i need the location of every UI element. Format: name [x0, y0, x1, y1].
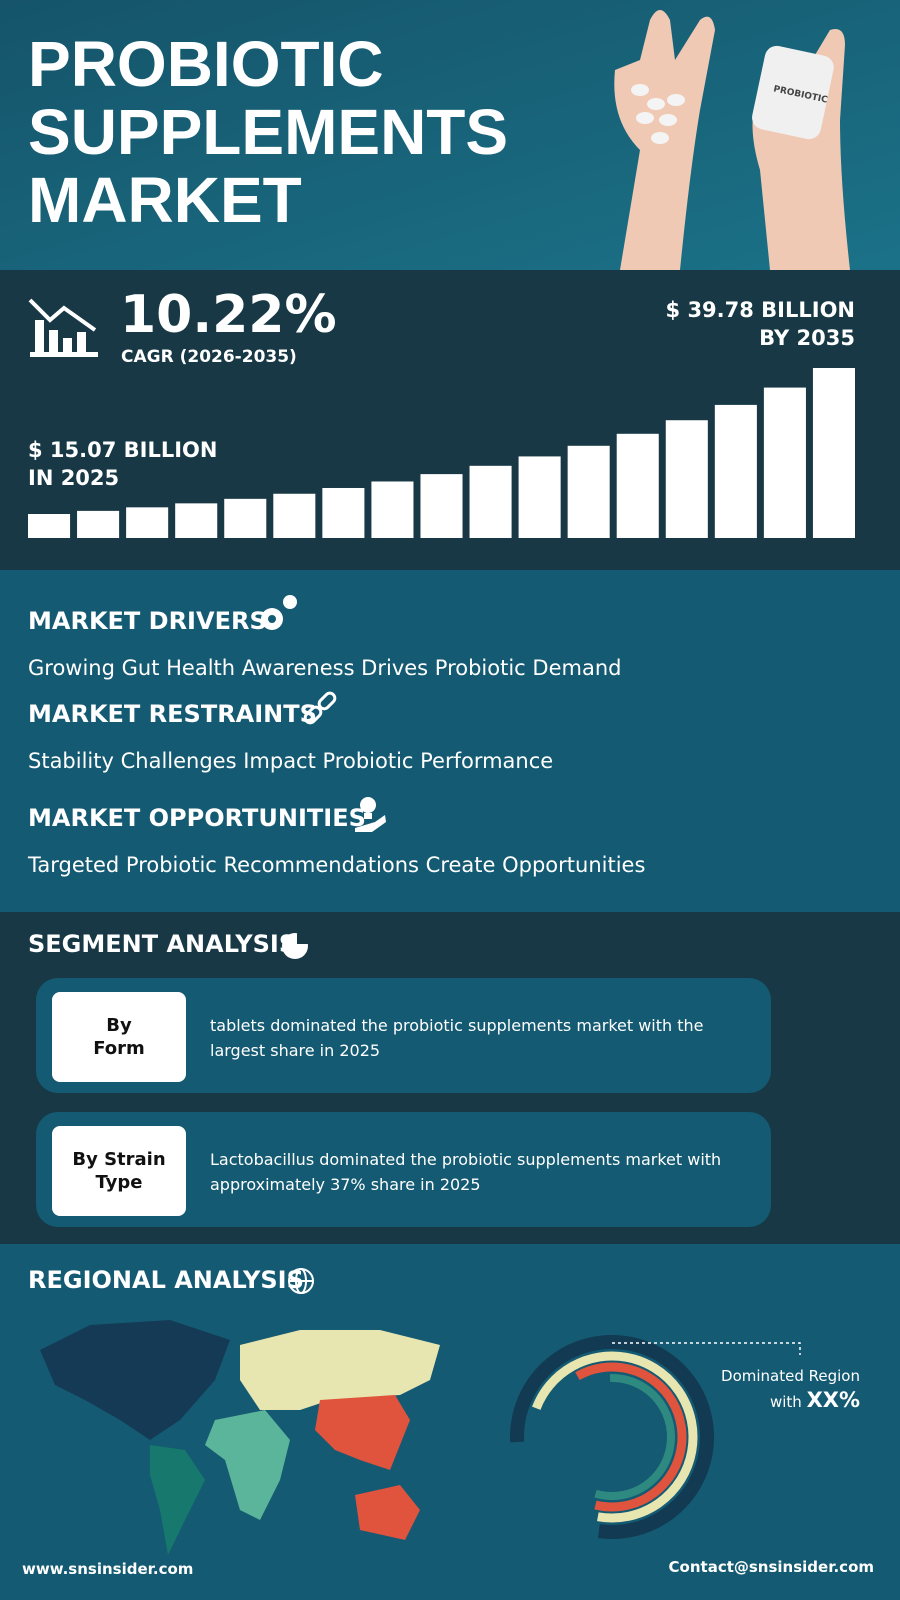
- callout-line: with XX%: [770, 1388, 860, 1412]
- segment-label-box: [52, 1126, 186, 1216]
- growth-bar: [322, 487, 365, 538]
- growth-bar: [175, 503, 218, 538]
- ring: [537, 1362, 687, 1512]
- section-text: Targeted Probiotic Recommendations Creat…: [28, 853, 646, 877]
- contact: Contact@snsinsider.com: [668, 1558, 874, 1576]
- globe-icon: [288, 1268, 314, 1294]
- segment-card: [36, 1112, 771, 1227]
- title-line: MARKET: [28, 164, 302, 236]
- growth-bar: [77, 510, 120, 538]
- growth-bar: [714, 404, 757, 538]
- growth-bar: [567, 445, 610, 538]
- segment-label-line: By: [106, 1015, 132, 1036]
- segment-label: By Strain Type: [52, 1148, 186, 1194]
- section-text: Growing Gut Health Awareness Drives Prob…: [28, 656, 622, 680]
- segment-heading: SEGMENT ANALYSIS: [28, 930, 297, 958]
- end-value: $ 39.78 BILLION BY 2035: [666, 296, 855, 352]
- segment-label-box: [52, 992, 186, 1082]
- donut-graphic: [509, 1335, 714, 1539]
- ring: [526, 1351, 698, 1523]
- section-heading: MARKET OPPORTUNITIES: [28, 804, 366, 832]
- gear-icon: [261, 595, 297, 630]
- growth-bar: [420, 474, 463, 538]
- title-line: PROBIOTIC: [28, 28, 384, 100]
- pills: [631, 84, 685, 144]
- bulb-icon: [355, 797, 386, 832]
- growth-bar: [126, 507, 169, 538]
- callout-prefix: with: [769, 1393, 802, 1411]
- title: PROBIOTIC SUPPLEMENTS MARKET: [28, 30, 508, 234]
- growth-bar: [371, 481, 414, 538]
- segment-label-line: Type: [95, 1172, 143, 1193]
- growth-bar: [224, 498, 267, 538]
- drivers-bg: [0, 570, 900, 912]
- ring: [561, 1385, 663, 1488]
- growth-bar: [665, 420, 708, 538]
- growth-bar: [273, 493, 316, 538]
- segment-text: tablets dominated the probiotic suppleme…: [210, 1016, 704, 1060]
- start-value: $ 15.07 BILLION IN 2025: [28, 436, 217, 492]
- segment-label: By Form: [52, 1014, 186, 1060]
- website: www.snsinsider.com: [22, 1560, 194, 1578]
- end-value-line: BY 2035: [759, 326, 855, 350]
- segment-label-line: By Strain: [72, 1149, 166, 1170]
- start-value-line: IN 2025: [28, 466, 120, 490]
- growth-bar: [812, 368, 855, 538]
- growth-bar: [763, 387, 806, 538]
- regional-heading: REGIONAL ANALYSIS: [28, 1266, 304, 1294]
- segment-label-line: Form: [93, 1038, 145, 1059]
- start-value-line: $ 15.07 BILLION: [28, 438, 218, 462]
- growth-bar: [469, 465, 512, 538]
- section-heading: MARKET DRIVERS: [28, 607, 267, 635]
- segment-text: Lactobacillus dominated the probiotic su…: [210, 1150, 722, 1194]
- growth-bar: [616, 433, 659, 538]
- ring: [549, 1374, 675, 1500]
- growth-bar: [28, 514, 71, 538]
- title-line: SUPPLEMENTS: [28, 96, 509, 168]
- cagr-label: CAGR (2026-2035): [121, 347, 297, 367]
- callout-line: [612, 1342, 801, 1355]
- world-map: [40, 1320, 440, 1555]
- header-bg: [0, 0, 900, 270]
- chain-icon: [303, 691, 337, 725]
- section-text: Stability Challenges Impact Probiotic Pe…: [28, 749, 554, 773]
- section-heading: MARKET RESTRAINTS: [28, 700, 317, 728]
- growth-icon: [28, 298, 98, 357]
- cagr-value: 10.22%: [120, 285, 337, 345]
- segment-card: [36, 978, 771, 1093]
- bottle: [752, 45, 834, 140]
- pie-icon: [282, 931, 310, 959]
- callout-value: XX%: [806, 1388, 860, 1412]
- end-value-line: $ 39.78 BILLION: [665, 298, 855, 322]
- callout: Dominated Region: [721, 1367, 860, 1385]
- growth-bar: [518, 456, 561, 538]
- growth-bars: [28, 368, 855, 538]
